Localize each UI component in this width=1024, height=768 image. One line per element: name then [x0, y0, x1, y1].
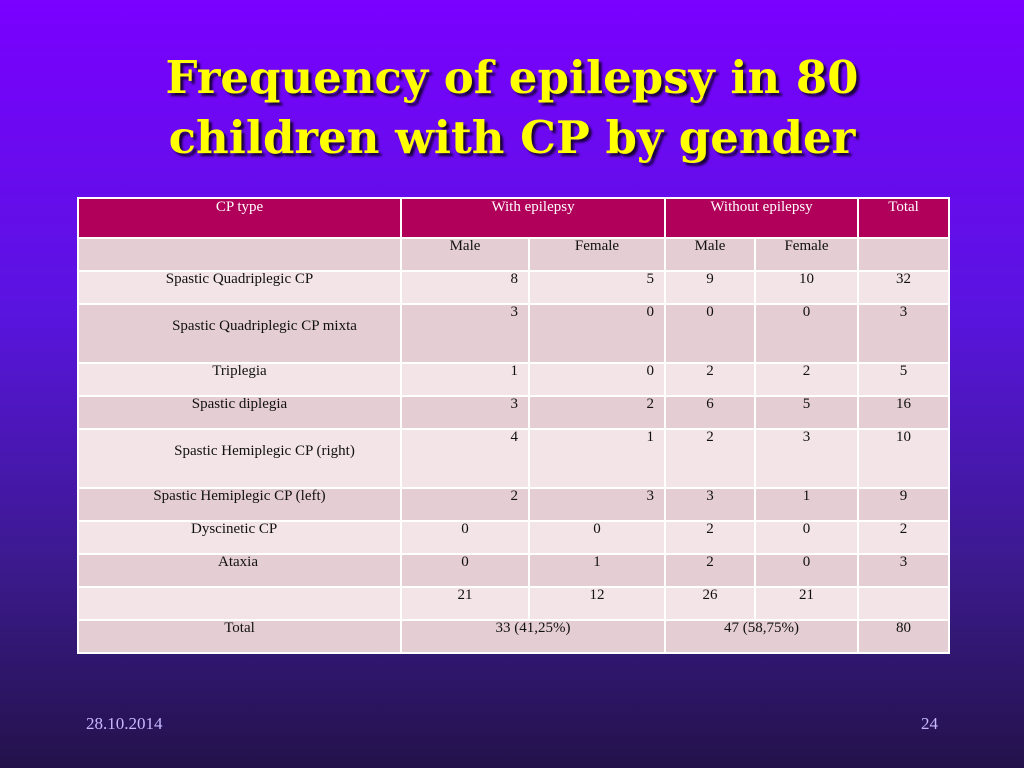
without-male-cell: 6: [664, 395, 757, 430]
table-header-row: CP type With epilepsy Without epilepsy T…: [77, 197, 951, 239]
subtotal-with-male: 21: [400, 586, 530, 621]
subtotal-without-female: 21: [754, 586, 860, 621]
header-cp-type: CP type: [77, 197, 402, 239]
cp-type-cell: Triplegia: [77, 362, 402, 397]
cp-type-cell: Spastic Quadriplegic CP: [77, 270, 402, 305]
without-female-cell: 2: [754, 362, 860, 397]
cp-type-cell: Spastic Hemiplegic CP (left): [77, 487, 402, 522]
without-male-cell: 2: [664, 428, 757, 489]
without-male-cell: 2: [664, 553, 757, 588]
slide-title-line-1: Frequency of epilepsy in 80: [165, 51, 859, 104]
without-male-cell: 9: [664, 270, 757, 305]
header-with-epilepsy: With epilepsy: [399, 197, 667, 239]
cp-type-cell: Ataxia: [77, 553, 402, 588]
with-male-cell: 0: [400, 553, 530, 588]
slide-title-line-2: children with CP by gender: [168, 111, 856, 164]
without-female-cell: 0: [754, 520, 860, 555]
with-male-cell: 3: [400, 395, 530, 430]
epilepsy-frequency-table: CP type With epilepsy Without epilepsy T…: [77, 197, 951, 654]
cp-type-cell: Spastic Hemiplegic CP (right): [77, 428, 402, 489]
subheader-total-empty: [857, 237, 951, 272]
with-female-cell: 3: [527, 487, 667, 522]
table-row: Dyscinetic CP 0 0 2 0 2: [77, 520, 951, 555]
footer-date: 28.10.2014: [86, 714, 163, 733]
subtotal-with-female: 12: [527, 586, 667, 621]
without-female-cell: 0: [754, 303, 860, 364]
total-without-epilepsy: 47 (58,75%): [664, 619, 860, 654]
table-row: Ataxia 0 1 2 0 3: [77, 553, 951, 588]
without-female-cell: 10: [754, 270, 860, 305]
with-male-cell: 0: [400, 520, 530, 555]
with-male-cell: 3: [400, 303, 530, 364]
with-female-cell: 5: [527, 270, 667, 305]
without-male-cell: 3: [664, 487, 757, 522]
without-female-cell: 0: [754, 553, 860, 588]
table-row: Spastic Hemiplegic CP (left) 2 3 3 1 9: [77, 487, 951, 522]
table-row: Triplegia 1 0 2 2 5: [77, 362, 951, 397]
subtotal-without-male: 26: [664, 586, 757, 621]
total-with-epilepsy: 33 (41,25%): [399, 619, 667, 654]
subheader-with-male: Male: [400, 237, 530, 272]
with-male-cell: 4: [400, 428, 530, 489]
with-female-cell: 1: [527, 553, 667, 588]
slide-title: Frequency of epilepsy in 80 children wit…: [0, 48, 1024, 168]
subtotal-total-empty: [857, 586, 951, 621]
table-row: Spastic Quadriplegic CP 8 5 9 10 32: [77, 270, 951, 305]
total-cell: 3: [857, 303, 951, 364]
subtotal-empty: [77, 586, 402, 621]
with-female-cell: 0: [527, 303, 667, 364]
subheader-empty: [77, 237, 402, 272]
cp-type-cell: Dyscinetic CP: [77, 520, 402, 555]
with-female-cell: 0: [527, 520, 667, 555]
with-female-cell: 2: [527, 395, 667, 430]
cp-type-cell: Spastic diplegia: [77, 395, 402, 430]
with-female-cell: 0: [527, 362, 667, 397]
without-female-cell: 3: [754, 428, 860, 489]
subheader-with-female: Female: [527, 237, 667, 272]
subheader-without-female: Female: [754, 237, 860, 272]
with-male-cell: 2: [400, 487, 530, 522]
table-row: Spastic Hemiplegic CP (right) 4 1 2 3 10: [77, 428, 951, 489]
total-row: Total 33 (41,25%) 47 (58,75%) 80: [77, 619, 951, 654]
total-cell: 10: [857, 428, 951, 489]
without-female-cell: 1: [754, 487, 860, 522]
total-cell: 9: [857, 487, 951, 522]
total-label: Total: [77, 619, 402, 654]
subheader-row: Male Female Male Female: [77, 237, 951, 272]
with-female-cell: 1: [527, 428, 667, 489]
header-total: Total: [857, 197, 951, 239]
total-cell: 2: [857, 520, 951, 555]
total-cell: 16: [857, 395, 951, 430]
total-cell: 5: [857, 362, 951, 397]
total-cell: 3: [857, 553, 951, 588]
table-row: Spastic diplegia 3 2 6 5 16: [77, 395, 951, 430]
subheader-without-male: Male: [664, 237, 757, 272]
cp-type-cell: Spastic Quadriplegic CP mixta: [77, 303, 402, 364]
header-without-epilepsy: Without epilepsy: [664, 197, 860, 239]
table-row: Spastic Quadriplegic CP mixta 3 0 0 0 3: [77, 303, 951, 364]
without-male-cell: 0: [664, 303, 757, 364]
total-cell: 32: [857, 270, 951, 305]
without-male-cell: 2: [664, 362, 757, 397]
grand-total: 80: [857, 619, 951, 654]
with-male-cell: 8: [400, 270, 530, 305]
subtotal-row: 21 12 26 21: [77, 586, 951, 621]
without-male-cell: 2: [664, 520, 757, 555]
without-female-cell: 5: [754, 395, 860, 430]
footer-page-number: 24: [921, 714, 938, 733]
with-male-cell: 1: [400, 362, 530, 397]
